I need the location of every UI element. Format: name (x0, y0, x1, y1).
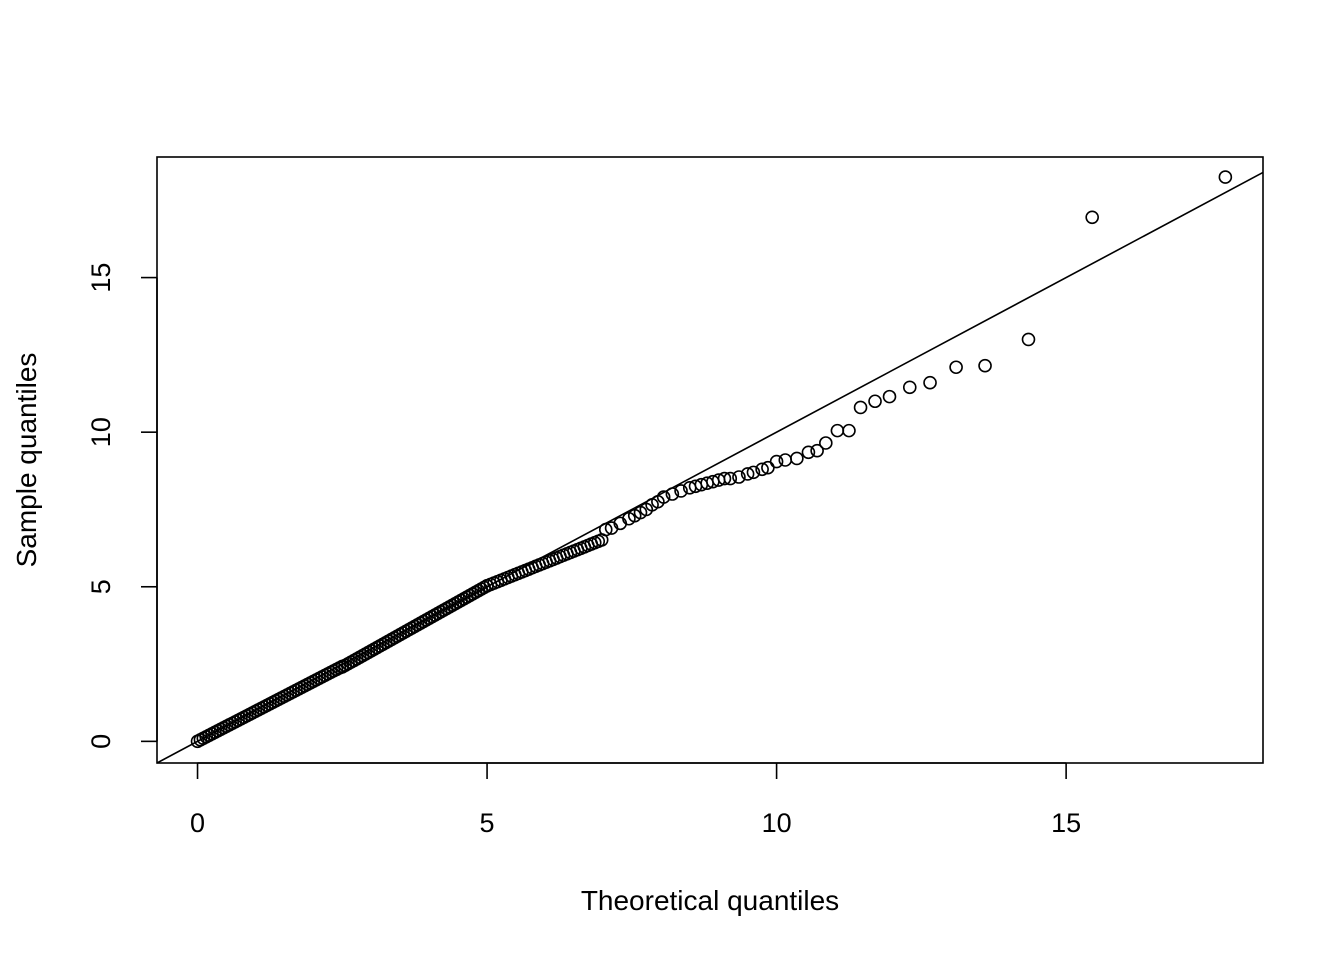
x-axis: 0 5 10 15 (190, 762, 1081, 838)
reference-line (156, 171, 1264, 764)
x-tick-label: 0 (190, 808, 205, 838)
data-point (949, 360, 963, 375)
data-point (1085, 210, 1099, 225)
y-axis: 0 5 10 15 (86, 263, 158, 749)
data-point (902, 380, 917, 395)
data-point (1218, 170, 1233, 184)
data-point (842, 423, 856, 438)
y-tick-label: 15 (86, 263, 116, 293)
data-point (801, 445, 816, 460)
data-point (717, 471, 732, 486)
data-point (1021, 332, 1036, 347)
data-point (790, 451, 804, 466)
data-point (923, 375, 937, 390)
data-point (819, 436, 833, 450)
reference-line-layer (156, 171, 1264, 764)
y-tick-label: 0 (86, 734, 116, 749)
y-tick-label: 5 (86, 579, 116, 594)
data-point (598, 522, 613, 537)
data-point (882, 389, 897, 404)
data-point (853, 400, 868, 415)
data-point (978, 358, 992, 373)
y-axis-title: Sample quantiles (11, 353, 42, 568)
data-point (868, 394, 882, 409)
x-axis-title: Theoretical quantiles (581, 885, 839, 916)
data-point (755, 462, 769, 477)
data-point (723, 471, 738, 486)
data-point (665, 487, 680, 501)
data-point (740, 467, 755, 481)
x-tick-label: 15 (1051, 808, 1081, 838)
y-tick-label: 10 (86, 417, 116, 447)
data-points (190, 170, 1233, 749)
x-tick-label: 5 (480, 808, 495, 838)
data-point (656, 490, 671, 504)
data-point (732, 470, 746, 484)
data-point (810, 443, 824, 458)
data-point (674, 484, 688, 498)
data-point (746, 465, 761, 480)
data-point (769, 454, 784, 469)
x-tick-label: 10 (762, 808, 792, 838)
